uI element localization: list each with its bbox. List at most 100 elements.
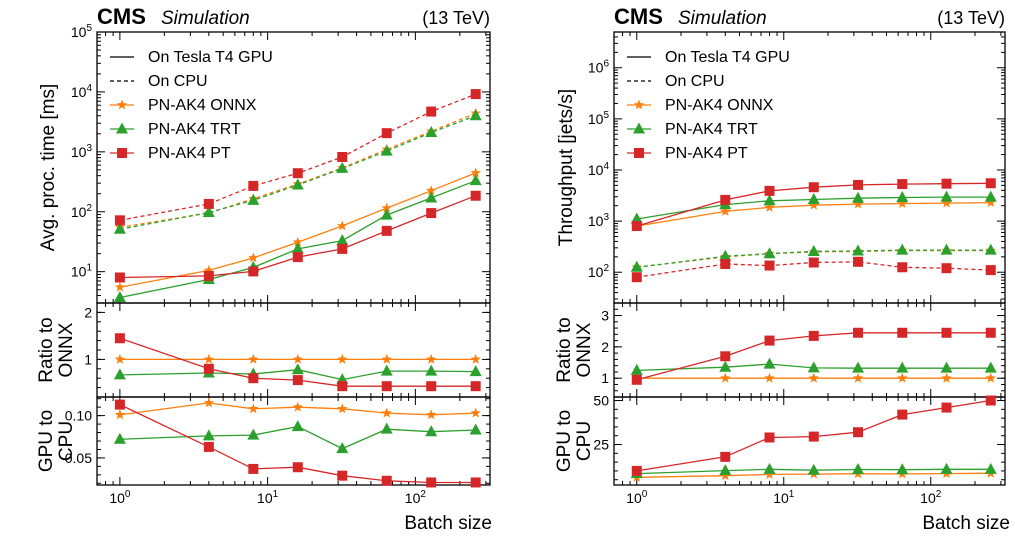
data-point — [471, 408, 481, 418]
y-axis-label: Ratio toONNX — [36, 317, 77, 382]
data-point — [337, 403, 348, 413]
y-tick-label: 50 — [593, 393, 609, 409]
data-point — [425, 425, 437, 436]
data-point — [809, 432, 819, 442]
data-point — [425, 365, 437, 376]
data-point — [471, 89, 481, 99]
simulation-label: Simulation — [678, 8, 767, 29]
data-point — [471, 354, 481, 364]
data-point — [426, 107, 436, 117]
data-point — [204, 354, 215, 364]
data-point — [809, 373, 820, 383]
data-point — [897, 262, 907, 272]
data-point — [470, 174, 482, 185]
data-point — [293, 375, 303, 385]
legend-entry: PN-AK4 ONNX — [148, 97, 257, 114]
data-point — [942, 328, 952, 338]
data-point — [720, 351, 730, 361]
data-point — [336, 162, 348, 173]
cms-label: CMS — [614, 4, 663, 29]
chart-panel-right: CMS Simulation (13 TeV)102103104105106Thro… — [554, 4, 1010, 534]
data-point — [426, 208, 436, 218]
data-point — [471, 381, 481, 391]
y-axis-label: Avg. proc. time [ms] — [38, 84, 59, 252]
data-point — [896, 191, 908, 202]
data-point — [293, 354, 303, 364]
y-tick-label: 102 — [588, 263, 610, 280]
data-point — [381, 145, 393, 156]
data-point — [809, 331, 819, 341]
data-point — [986, 328, 996, 338]
data-point — [426, 409, 436, 419]
data-point — [336, 442, 348, 453]
data-point — [337, 244, 347, 254]
y-tick-label: 1 — [601, 370, 609, 386]
data-point — [632, 221, 642, 231]
data-point — [897, 179, 907, 189]
data-point — [942, 263, 952, 273]
legend-entry: On CPU — [665, 73, 725, 90]
data-point — [292, 363, 304, 374]
legend-entry: PN-AK4 ONNX — [665, 97, 774, 114]
series-line — [120, 196, 476, 278]
legend-entry: PN-AK4 PT — [148, 145, 231, 162]
data-point — [720, 452, 730, 462]
subplot-main: 101 102 103 104 105 Avg. proc. time [ms] On Te… — [38, 23, 490, 303]
data-point — [382, 354, 393, 364]
data-point — [941, 463, 953, 474]
data-point — [426, 354, 436, 364]
data-point — [985, 191, 997, 202]
data-point — [337, 471, 347, 481]
data-point — [764, 194, 776, 205]
y-axis-label: Ratio toONNX — [554, 317, 595, 382]
data-point — [852, 463, 864, 474]
data-point — [204, 442, 214, 452]
data-point — [985, 463, 997, 474]
y-tick-label: 101 — [71, 263, 93, 280]
legend-entry: PN-AK4 TRT — [665, 121, 758, 138]
data-point — [765, 261, 775, 271]
y-tick-label: 106 — [588, 59, 610, 76]
data-point — [248, 252, 258, 262]
data-point — [248, 373, 258, 383]
data-point — [897, 328, 907, 338]
data-point — [765, 336, 775, 346]
data-point — [809, 257, 819, 267]
data-point — [986, 396, 996, 406]
data-point — [336, 234, 348, 245]
data-point — [248, 354, 258, 364]
data-point — [719, 361, 731, 372]
x-tick-label: 100 — [109, 489, 131, 506]
legend: On Tesla T4 GPU On CPU PN-AK4 ONNX PN-AK4 T… — [627, 49, 790, 162]
data-point — [764, 463, 776, 474]
subplot-ratio-onnx: 1 2 Ratio toONNX — [36, 303, 490, 397]
data-point — [204, 271, 214, 281]
data-point — [632, 375, 642, 385]
data-point — [204, 364, 214, 374]
cms-label: CMS — [97, 4, 146, 29]
data-point — [720, 373, 731, 383]
data-point — [293, 402, 303, 412]
data-point — [203, 429, 215, 440]
data-point — [896, 362, 908, 373]
data-point — [248, 266, 258, 276]
data-point — [381, 423, 393, 434]
data-point — [852, 362, 864, 373]
legend-marker — [634, 148, 644, 158]
data-point — [719, 464, 731, 475]
legend-entry: On Tesla T4 GPU — [665, 49, 790, 66]
legend-marker — [117, 148, 127, 158]
data-point — [632, 272, 642, 282]
subplot-ratio-onnx: 1 2 3 Ratio toONNX — [554, 303, 1005, 397]
data-point — [248, 464, 258, 474]
legend: On Tesla T4 GPUOn CPUPN-AK4 ONNXPN-AK4 T… — [110, 49, 273, 162]
data-point — [382, 476, 392, 486]
data-point — [426, 477, 436, 487]
data-point — [941, 362, 953, 373]
data-point — [115, 282, 125, 292]
y-tick-label: 3 — [601, 308, 609, 324]
data-point — [426, 381, 436, 391]
legend-entry: PN-AK4 PT — [665, 145, 748, 162]
data-point — [986, 373, 997, 383]
